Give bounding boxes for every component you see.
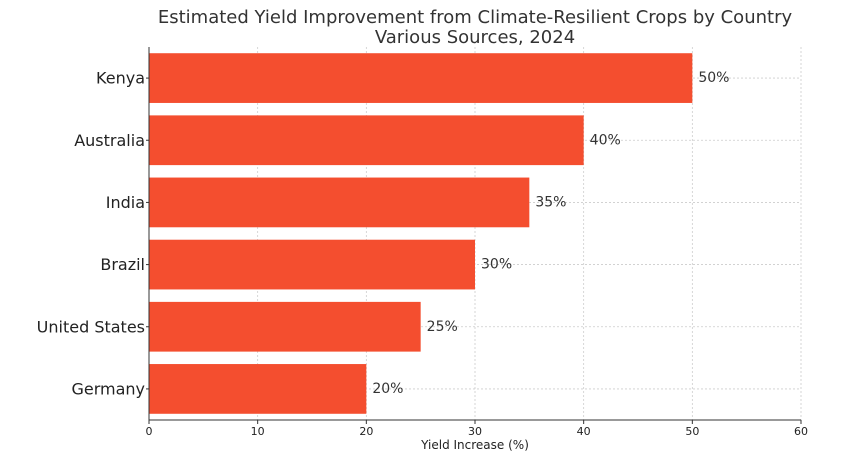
x-tick-label: 10 bbox=[251, 425, 265, 438]
bar-brazil bbox=[149, 239, 475, 290]
category-label: Kenya bbox=[96, 69, 145, 88]
x-tick-label: 60 bbox=[794, 425, 808, 438]
category-label: Brazil bbox=[100, 255, 145, 274]
chart-subtitle: Various Sources, 2024 bbox=[375, 27, 575, 48]
category-label: Germany bbox=[71, 379, 145, 398]
bar-united-states bbox=[149, 301, 421, 352]
axes: Kenya Australia India Brazil United States Ge… bbox=[37, 47, 808, 438]
chart-title: Estimated Yield Improvement from Climate… bbox=[158, 7, 793, 28]
bar-australia bbox=[149, 115, 584, 166]
x-tick-label: 50 bbox=[685, 425, 699, 438]
category-label: United States bbox=[37, 317, 145, 336]
category-label: Australia bbox=[74, 131, 145, 150]
x-tick-label: 0 bbox=[146, 425, 153, 438]
value-label: 20% bbox=[372, 381, 403, 397]
category-label: India bbox=[106, 193, 145, 212]
value-label: 30% bbox=[481, 257, 512, 273]
bars: 50% 40% 35% 30% 25% 20% bbox=[149, 53, 729, 414]
value-label: 40% bbox=[590, 132, 621, 148]
value-label: 25% bbox=[427, 319, 458, 335]
bar-germany bbox=[149, 364, 367, 414]
bar-kenya bbox=[149, 53, 693, 103]
value-label: 35% bbox=[535, 194, 566, 210]
x-tick-label: 30 bbox=[468, 425, 482, 438]
x-tick-label: 40 bbox=[577, 425, 591, 438]
bar-india bbox=[149, 177, 530, 228]
value-label: 50% bbox=[698, 70, 729, 86]
x-axis-label: Yield Increase (%) bbox=[420, 438, 529, 452]
x-tick-label: 20 bbox=[359, 425, 373, 438]
